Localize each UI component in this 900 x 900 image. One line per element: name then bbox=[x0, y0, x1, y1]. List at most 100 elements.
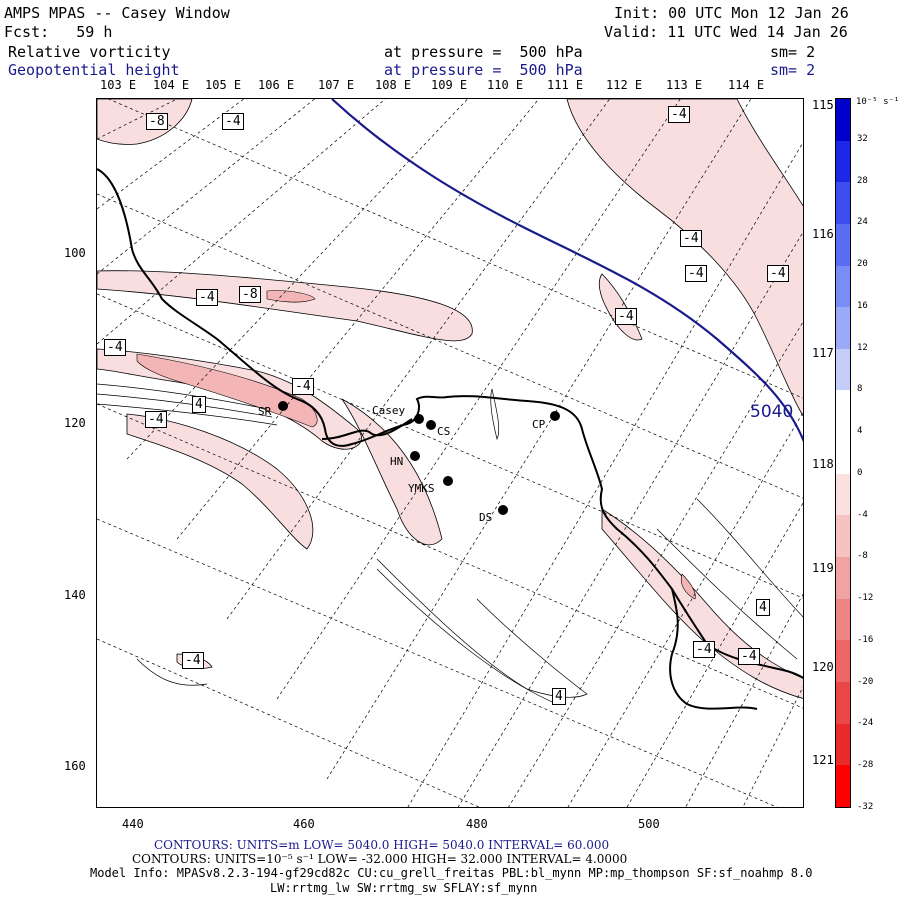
contour-label: -4 bbox=[738, 648, 760, 665]
coastline bbox=[97, 168, 803, 679]
longitude-label: 114 E bbox=[728, 78, 765, 92]
station-markers bbox=[278, 401, 560, 515]
colorbar-swatch bbox=[836, 265, 850, 308]
vorticity-band-northeast bbox=[566, 99, 803, 417]
x-tick-label: 460 bbox=[293, 817, 315, 831]
station-label-ds: DS bbox=[479, 511, 493, 524]
contour-label: -4 bbox=[145, 411, 167, 428]
contour-label: -4 bbox=[104, 339, 126, 356]
map-svg bbox=[97, 99, 803, 807]
field2-name: Geopotential height bbox=[8, 61, 180, 79]
contour-label: 4 bbox=[192, 396, 206, 413]
longitude-label: 110 E bbox=[487, 78, 524, 92]
colorbar-tick-label: 0 bbox=[857, 467, 863, 478]
contour-label: -8 bbox=[146, 113, 168, 130]
colorbar bbox=[835, 98, 851, 808]
colorbar-tick-label: -28 bbox=[857, 760, 874, 771]
x-tick-label: 500 bbox=[638, 817, 660, 831]
height-contour-info: CONTOURS: UNITS=m LOW= 5040.0 HIGH= 5040… bbox=[154, 838, 610, 852]
colorbar-tick-label: 12 bbox=[857, 342, 868, 353]
valid-time: Valid: 11 UTC Wed 14 Jan 26 bbox=[604, 23, 848, 41]
colorbar-tick-label: 28 bbox=[857, 175, 868, 186]
height-contour-label: 5040 bbox=[750, 402, 794, 422]
colorbar-swatch bbox=[836, 348, 850, 391]
longitude-label: 103 E bbox=[100, 78, 137, 92]
colorbar-swatch bbox=[836, 598, 850, 641]
y-tick-label: 160 bbox=[64, 759, 86, 773]
vorticity-max-west bbox=[266, 290, 316, 303]
station-label-cs: CS bbox=[437, 425, 451, 438]
station-label-hn: HN bbox=[390, 455, 404, 468]
x-tick-label: 480 bbox=[466, 817, 488, 831]
colorbar-swatch bbox=[836, 307, 850, 349]
contour-label: 4 bbox=[552, 688, 566, 705]
height-contour-5040 bbox=[331, 99, 803, 443]
colorbar-swatch bbox=[836, 99, 850, 141]
longitude-label: 113 E bbox=[666, 78, 703, 92]
colorbar-swatch bbox=[836, 765, 850, 807]
y-tick-label: 140 bbox=[64, 588, 86, 602]
contour-label: -4 bbox=[680, 230, 702, 247]
colorbar-swatch bbox=[836, 723, 850, 766]
station-dot-cp bbox=[550, 411, 560, 421]
longitude-label: 105 E bbox=[205, 78, 242, 92]
colorbar-tick-label: -20 bbox=[857, 676, 874, 687]
vorticity-contour-info: CONTOURS: UNITS=10⁻⁵ s⁻¹ LOW= -32.000 HI… bbox=[132, 852, 628, 866]
longitude-label: 107 E bbox=[318, 78, 355, 92]
model-info-2: LW:rrtmg_lw SW:rrtmg_sw SFLAY:sf_mynn bbox=[270, 881, 538, 895]
station-label-cp: CP bbox=[532, 418, 546, 431]
station-dot-ymks bbox=[443, 476, 453, 486]
vorticity-max-southeast bbox=[680, 573, 696, 600]
vorticity-max-coastal bbox=[136, 353, 318, 428]
contour-label: -4 bbox=[615, 308, 637, 325]
colorbar-tick-label: 24 bbox=[857, 217, 868, 228]
y-tick-label: 100 bbox=[64, 246, 86, 260]
contour-label: -4 bbox=[182, 652, 204, 669]
colorbar-swatch bbox=[836, 140, 850, 183]
colorbar-tick-label: 8 bbox=[857, 384, 863, 395]
colorbar-swatch bbox=[836, 557, 850, 599]
map-title: AMPS MPAS -- Casey Window bbox=[4, 4, 230, 22]
contour-label: -4 bbox=[292, 378, 314, 395]
colorbar-tick-label: -4 bbox=[857, 509, 868, 520]
contour-label: -8 bbox=[239, 286, 261, 303]
init-time: Init: 00 UTC Mon 12 Jan 26 bbox=[614, 4, 849, 22]
forecast-hour: Fcst: 59 h bbox=[4, 23, 113, 41]
longitude-label: 112 E bbox=[606, 78, 643, 92]
x-tick-label: 440 bbox=[122, 817, 144, 831]
contour-label: 4 bbox=[756, 599, 770, 616]
colorbar-tick-label: 4 bbox=[857, 426, 863, 437]
model-info: Model Info: MPASv8.2.3-194-gf29cd82c CU:… bbox=[90, 866, 813, 880]
longitude-label: 106 E bbox=[258, 78, 295, 92]
station-label-ymks: YMKS bbox=[408, 482, 435, 495]
station-dot-sr bbox=[278, 401, 288, 411]
colorbar-tick-label: -32 bbox=[857, 802, 874, 812]
colorbar-tick-label: 16 bbox=[857, 300, 868, 311]
vorticity-band-south bbox=[126, 413, 314, 550]
contour-label: -4 bbox=[196, 289, 218, 306]
colorbar-swatch bbox=[836, 640, 850, 682]
field1-name: Relative vorticity bbox=[8, 43, 171, 61]
longitude-label: 108 E bbox=[375, 78, 412, 92]
colorbar-tick-label: -24 bbox=[857, 718, 874, 729]
colorbar-swatch bbox=[836, 390, 850, 433]
station-dot-cs bbox=[426, 420, 436, 430]
colorbar-unit: 10⁻⁵ s⁻¹ bbox=[856, 97, 900, 107]
longitude-label: 104 E bbox=[153, 78, 190, 92]
map-plot bbox=[96, 98, 804, 808]
contour-label: -4 bbox=[685, 265, 707, 282]
vorticity-cell-northwest bbox=[97, 99, 193, 145]
field1-smoothing: sm= 2 bbox=[770, 43, 816, 61]
field1-level: at pressure = 500 hPa bbox=[384, 43, 583, 61]
contour-label: -4 bbox=[767, 265, 789, 282]
field2-level: at pressure = 500 hPa bbox=[384, 61, 583, 79]
contour-label: -4 bbox=[668, 106, 690, 123]
colorbar-swatch bbox=[836, 223, 850, 266]
contour-label: -4 bbox=[693, 641, 715, 658]
colorbar-tick-label: 32 bbox=[857, 133, 868, 144]
station-label-casey: Casey bbox=[372, 404, 406, 417]
vorticity-band-southeast bbox=[601, 508, 803, 699]
colorbar-tick-label: -12 bbox=[857, 593, 874, 604]
station-dot-ds bbox=[498, 505, 508, 515]
vorticity-band-west bbox=[97, 270, 473, 342]
